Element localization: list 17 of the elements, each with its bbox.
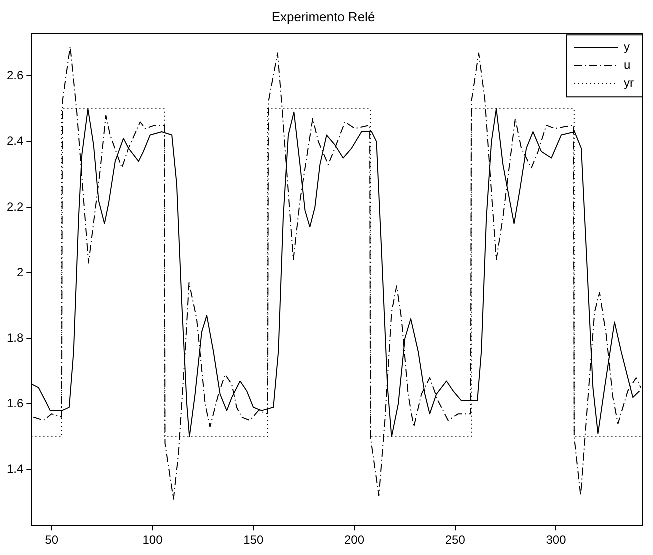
y-tick-label: 2.6	[6, 68, 24, 83]
x-tick-label: 250	[445, 533, 466, 548]
chart-title: Experimento Relé	[272, 9, 376, 24]
x-tick-label: 100	[142, 533, 164, 548]
y-tick-label: 2	[16, 265, 24, 280]
y-tick-label: 1.6	[6, 396, 24, 411]
x-tick-label: 50	[45, 533, 59, 548]
y-tick-label: 1.4	[6, 462, 24, 476]
y-tick-label: 1.8	[6, 330, 24, 345]
x-tick-label: 150	[244, 533, 264, 548]
y-tick-label: 2.2	[6, 200, 24, 214]
x-tick-label: 300	[546, 533, 567, 548]
x-tick-label: 200	[344, 533, 365, 548]
legend-label: u	[624, 58, 631, 72]
legend-label: y	[624, 40, 630, 54]
y-tick-label: 2.4	[6, 134, 24, 148]
legend-label: yr	[624, 76, 634, 90]
